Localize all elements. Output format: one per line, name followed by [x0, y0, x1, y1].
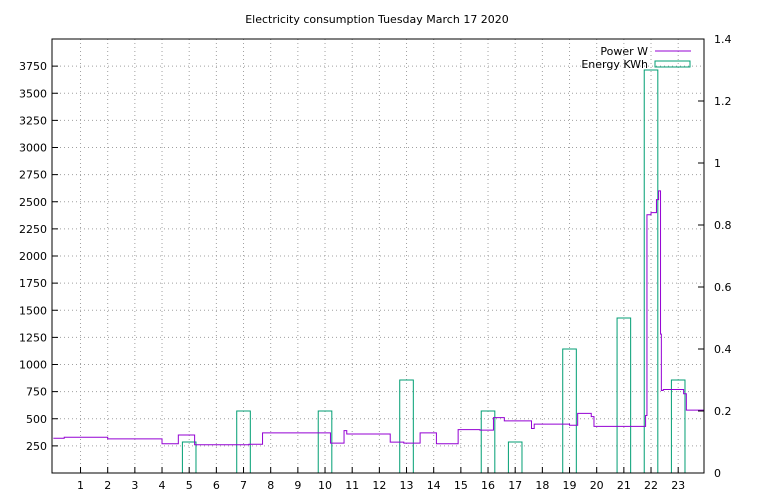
- y-tick-label: 2250: [19, 223, 47, 236]
- legend-energy-swatch: [654, 60, 691, 68]
- grid-lines: [52, 39, 704, 473]
- y-tick-label: 1750: [19, 277, 47, 290]
- x-tick-label: 16: [481, 479, 495, 492]
- y2-tick-label: 0: [714, 467, 721, 480]
- y-axis-left: 250 500 750 1000 1250 1500 1750 2000 2250 2500 275…: [19, 60, 58, 453]
- y-tick-label: 3000: [19, 142, 47, 155]
- x-tick-label: 18: [535, 479, 549, 492]
- y2-tick-label: 1: [714, 157, 721, 170]
- x-axis: 1 2 3 4 5 6 7 8 9 10 11 12 13 14 15 16 17 18 19 20 21 22 23: [77, 467, 685, 492]
- x-tick-label: 7: [240, 479, 247, 492]
- y-tick-label: 2000: [19, 250, 47, 263]
- x-tick-label: 20: [590, 479, 604, 492]
- x-tick-label: 12: [372, 479, 386, 492]
- x-tick-label: 9: [294, 479, 301, 492]
- y2-tick-label: 1.2: [714, 95, 732, 108]
- x-tick-label: 19: [563, 479, 577, 492]
- x-tick-label: 13: [400, 479, 414, 492]
- y-axis-right: 0 0.2 0.4 0.6 0.8 1 1.2 1.4: [698, 33, 732, 480]
- legend: Power W Energy KWh: [581, 45, 691, 71]
- y-tick-label: 2500: [19, 196, 47, 209]
- x-tick-label: 6: [213, 479, 220, 492]
- y-tick-label: 750: [26, 386, 47, 399]
- y-tick-label: 250: [26, 440, 47, 453]
- legend-energy-label: Energy KWh: [581, 58, 648, 71]
- legend-power-label: Power W: [600, 45, 648, 58]
- y-tick-label: 1500: [19, 304, 47, 317]
- y-tick-label: 500: [26, 413, 47, 426]
- y-tick-label: 3500: [19, 87, 47, 100]
- x-tick-label: 22: [644, 479, 658, 492]
- y2-tick-label: 0.6: [714, 281, 732, 294]
- x-tick-label: 8: [267, 479, 274, 492]
- x-tick-label: 4: [159, 479, 166, 492]
- x-tick-label: 3: [131, 479, 138, 492]
- x-tick-label: 23: [671, 479, 685, 492]
- x-tick-label: 2: [104, 479, 111, 492]
- x-tick-label: 5: [186, 479, 193, 492]
- x-tick-label: 14: [427, 479, 441, 492]
- x-tick-label: 1: [77, 479, 84, 492]
- y2-tick-label: 1.4: [714, 33, 732, 46]
- y-tick-label: 1000: [19, 359, 47, 372]
- y-tick-label: 3750: [19, 60, 47, 73]
- chart-title: Electricity consumption Tuesday March 17…: [245, 13, 509, 26]
- y-tick-label: 2750: [19, 169, 47, 182]
- y2-tick-label: 0.4: [714, 343, 732, 356]
- x-tick-label: 11: [345, 479, 359, 492]
- x-tick-label: 15: [454, 479, 468, 492]
- x-tick-label: 21: [617, 479, 631, 492]
- y2-tick-label: 0.2: [714, 405, 732, 418]
- power-line: [53, 190, 705, 446]
- x-tick-label: 10: [318, 479, 332, 492]
- y-tick-label: 3250: [19, 114, 47, 127]
- y2-tick-label: 0.8: [714, 219, 732, 232]
- x-tick-label: 17: [508, 479, 522, 492]
- plot-frame: [51, 38, 705, 474]
- y-tick-label: 1250: [19, 331, 47, 344]
